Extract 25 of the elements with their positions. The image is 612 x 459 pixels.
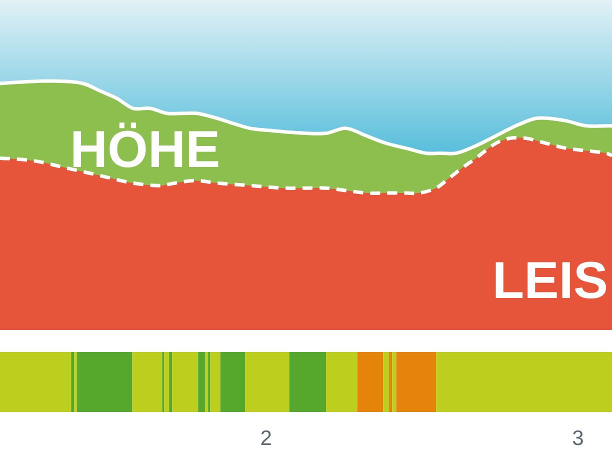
bar	[198, 352, 205, 412]
bar	[204, 352, 208, 412]
bar	[74, 352, 78, 412]
series-label: HÖHE	[70, 121, 220, 179]
bar	[357, 352, 384, 412]
bar	[326, 352, 358, 412]
bar	[396, 352, 436, 412]
bar	[169, 352, 172, 412]
bar	[172, 352, 198, 412]
bar	[220, 352, 246, 412]
bar	[0, 352, 72, 412]
x-tick-label: 3	[572, 427, 584, 450]
bar	[383, 352, 390, 412]
bar	[132, 352, 162, 412]
series-label: LEIS	[492, 252, 608, 310]
bar	[389, 352, 392, 412]
bar	[392, 352, 396, 412]
bar	[71, 352, 74, 412]
bar	[289, 352, 326, 412]
bar	[245, 352, 290, 412]
bar	[77, 352, 132, 412]
bar	[436, 352, 612, 412]
bar	[210, 352, 220, 412]
x-tick-label: 2	[260, 427, 272, 450]
bar	[164, 352, 170, 412]
